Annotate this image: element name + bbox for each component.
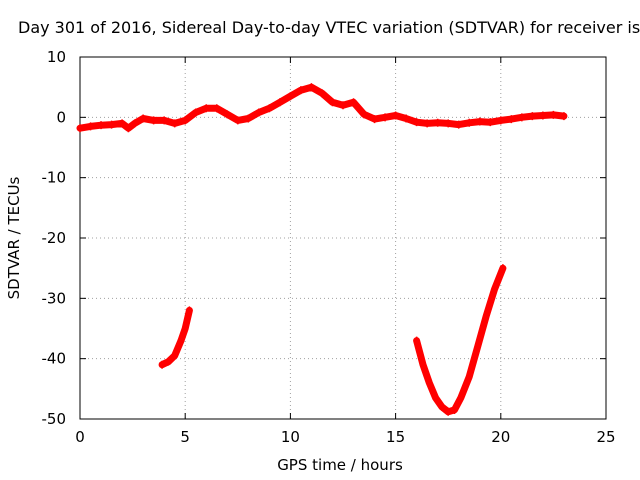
x-tick-label: 0 (75, 428, 85, 446)
data-point (297, 86, 304, 95)
data-point (234, 116, 241, 125)
data-point (445, 407, 452, 416)
data-point (182, 324, 189, 333)
data-point (466, 372, 473, 381)
data-point (245, 114, 252, 123)
data-point (203, 104, 210, 113)
data-point (171, 119, 178, 128)
data-point (329, 98, 336, 107)
y-tick-label: -20 (42, 229, 67, 247)
data-point (539, 111, 546, 120)
data-point (171, 351, 178, 360)
y-tick-label: 10 (47, 48, 66, 66)
data-point (455, 120, 462, 129)
y-tick-label: -50 (42, 410, 67, 428)
data-point (392, 111, 399, 120)
data-point (413, 336, 420, 345)
data-point (165, 357, 172, 366)
data-point (255, 108, 262, 117)
data-point (483, 312, 490, 321)
data-point (182, 116, 189, 125)
data-point (161, 116, 168, 125)
data-point (361, 110, 368, 119)
data-point (424, 119, 431, 128)
y-axis-label: SDTVAR / TECUs (5, 176, 23, 299)
data-point (77, 124, 83, 133)
data-point (438, 402, 445, 411)
data-point (340, 101, 346, 110)
series-segment-1 (76, 83, 568, 133)
y-tick-label: -10 (42, 169, 67, 187)
y-tick-label: -40 (42, 350, 67, 368)
data-point (560, 112, 567, 121)
data-point (476, 117, 483, 126)
data-point (125, 124, 132, 133)
data-point (491, 285, 498, 294)
data-point (276, 98, 283, 107)
x-tick-label: 5 (180, 428, 190, 446)
y-tick-label: -30 (42, 289, 67, 307)
data-point (224, 110, 231, 119)
x-tick-label: 15 (386, 428, 405, 446)
data-series (76, 83, 568, 416)
data-point (451, 405, 458, 414)
data-point (487, 118, 494, 127)
data-point (434, 118, 441, 127)
data-point (474, 342, 481, 351)
data-point (140, 114, 147, 123)
data-point (518, 113, 525, 122)
data-point (186, 306, 193, 315)
data-point (508, 115, 515, 124)
x-axis-label: GPS time / hours (277, 456, 403, 474)
data-point (403, 114, 410, 123)
x-tick-label: 20 (491, 428, 510, 446)
series-segment-3 (413, 264, 507, 416)
data-point (432, 393, 439, 402)
data-point (287, 92, 294, 101)
x-tick-label: 10 (281, 428, 300, 446)
data-point (318, 89, 325, 98)
data-point (87, 122, 94, 131)
data-point (350, 98, 357, 107)
data-point (529, 112, 536, 121)
data-point (159, 360, 166, 369)
x-tick-label: 25 (596, 428, 615, 446)
data-point (457, 393, 464, 402)
data-point (119, 119, 126, 128)
data-point (177, 336, 184, 345)
axis-ticks: 0 5 10 15 20 25 -50 -40 -30 -20 -10 0 10 (42, 48, 616, 446)
data-point (131, 119, 138, 128)
series-segment-2 (158, 306, 193, 369)
data-point (419, 360, 426, 369)
data-point (108, 120, 115, 129)
data-point (98, 121, 105, 130)
data-point (466, 118, 473, 127)
data-point (382, 113, 389, 122)
data-point (213, 104, 220, 113)
data-point (497, 116, 504, 125)
y-tick-label: 0 (56, 108, 66, 126)
data-point (371, 115, 378, 124)
data-point (266, 104, 273, 113)
data-point (445, 119, 452, 128)
data-point (499, 264, 506, 273)
chart-title: Day 301 of 2016, Sidereal Day-to-day VTE… (18, 18, 640, 37)
data-point (308, 83, 315, 92)
data-point (192, 108, 199, 117)
data-point (150, 116, 157, 125)
data-point (426, 378, 433, 387)
data-point (550, 110, 557, 119)
data-point (413, 118, 420, 127)
